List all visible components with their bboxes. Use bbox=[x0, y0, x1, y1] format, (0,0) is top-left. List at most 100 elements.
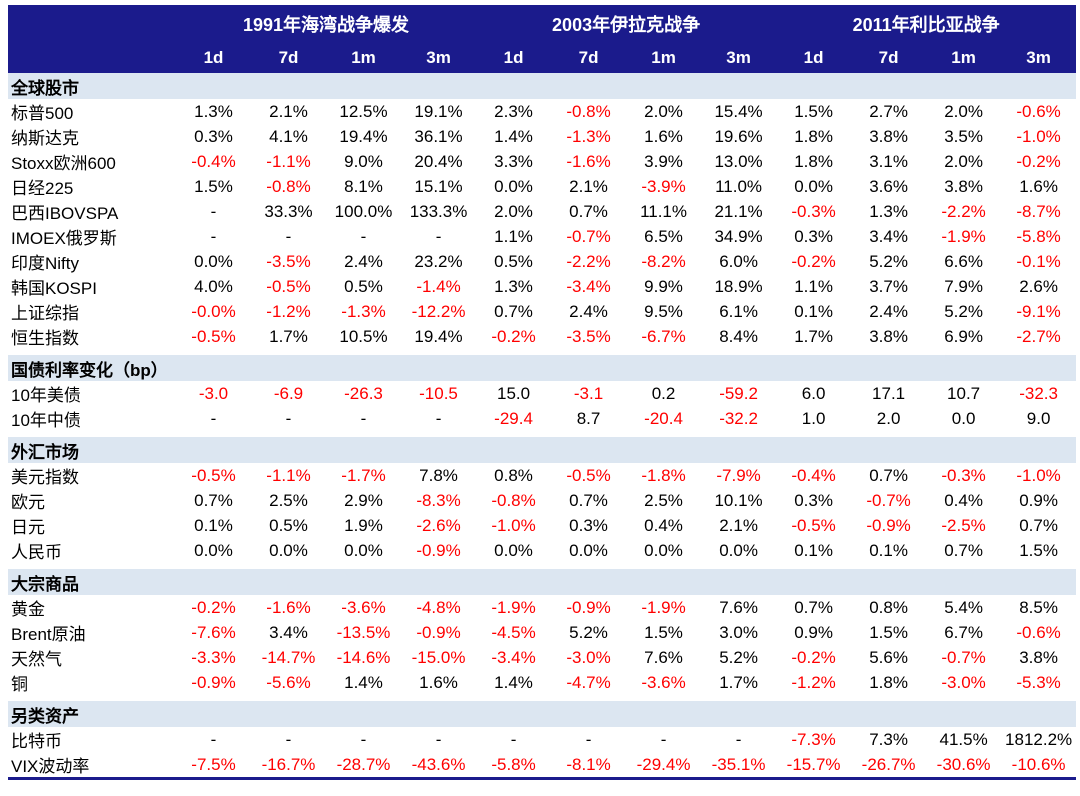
value-cell: -2.2% bbox=[566, 251, 611, 271]
value-cell: 0.7% bbox=[1019, 515, 1058, 535]
value-cell: 0.9% bbox=[1019, 490, 1058, 510]
value-cell: -5.3% bbox=[1016, 672, 1061, 692]
table-row: 10年美债 -3.0 -6.9 -26.3 -10.5 15.0 -3.1 0.2 -59.2 6… bbox=[8, 381, 1076, 406]
table-row: 标普500 1.3% 2.1% 12.5% 19.1% 2.3% -0.8% 2.0% 15.4… bbox=[8, 99, 1076, 124]
value-cell: -16.7% bbox=[261, 754, 316, 774]
value-cell: -0.2% bbox=[491, 326, 536, 346]
value-cell: -1.3% bbox=[341, 301, 386, 321]
value-cell: -0.9% bbox=[566, 597, 611, 617]
value-cell: 6.0 bbox=[801, 383, 826, 403]
row-label: 上证综指 bbox=[11, 304, 79, 323]
value-cell: -8.7% bbox=[1016, 201, 1061, 221]
table-row: VIX波动率 -7.5% -16.7% -28.7% -43.6% -5.8% -8.1% -… bbox=[8, 752, 1076, 779]
war-group-header: 1991年海湾战争爆发 bbox=[176, 5, 477, 42]
value-cell: 11.1% bbox=[640, 201, 688, 221]
value-cell: 2.1% bbox=[569, 176, 608, 196]
table-row: 欧元 0.7% 2.5% 2.9% -8.3% -0.8% 0.7% 2.5% 10.1% 0.3… bbox=[8, 488, 1076, 513]
value-cell: 0.0% bbox=[494, 176, 533, 196]
value-cell: -5.8% bbox=[1016, 226, 1061, 246]
row-label: 日经225 bbox=[11, 179, 74, 198]
row-label: 纳斯达克 bbox=[11, 129, 79, 148]
row-label: Brent原油 bbox=[11, 625, 86, 644]
value-cell: 0.1% bbox=[869, 540, 908, 560]
value-cell: 0.3% bbox=[794, 226, 833, 246]
value-cell: 5.6% bbox=[869, 647, 908, 667]
value-cell: -0.5% bbox=[191, 326, 236, 346]
value-cell: 0.0% bbox=[344, 540, 383, 560]
value-cell: 4.1% bbox=[269, 126, 308, 146]
row-label: 比特币 bbox=[11, 732, 62, 751]
value-cell: 2.0% bbox=[494, 201, 533, 221]
value-cell: - bbox=[285, 729, 292, 749]
value-cell: -7.9% bbox=[716, 465, 761, 485]
table-row: 日经225 1.5% -0.8% 8.1% 15.1% 0.0% 2.1% -3.9% 11.0… bbox=[8, 174, 1076, 199]
table-row: Brent原油 -7.6% 3.4% -13.5% -0.9% -4.5% 5.2% 1.5%… bbox=[8, 620, 1076, 645]
table-row: 上证综指 -0.0% -1.2% -1.3% -12.2% 0.7% 2.4% 9.5% 6.1… bbox=[8, 299, 1076, 324]
period-header: 3m bbox=[701, 42, 777, 73]
value-cell: 0.1% bbox=[794, 301, 833, 321]
row-label: 天然气 bbox=[11, 650, 62, 669]
value-cell: - bbox=[435, 408, 442, 428]
section-title: 全球股市 bbox=[8, 73, 1077, 99]
table-row: 黄金 -0.2% -1.6% -3.6% -4.8% -1.9% -0.9% -1.9% 7.6… bbox=[8, 595, 1076, 620]
value-cell: 2.0% bbox=[944, 151, 983, 171]
value-cell: -3.3% bbox=[191, 647, 236, 667]
section-title: 国债利率变化（bp） bbox=[8, 349, 1077, 381]
table-row: 巴西IBOVSPA - 33.3% 100.0% 133.3% 2.0% 0.7% 11.1%… bbox=[8, 199, 1076, 224]
value-cell: 1.1% bbox=[794, 276, 833, 296]
value-cell: -10.5 bbox=[419, 383, 458, 403]
value-cell: 17.1 bbox=[872, 383, 906, 403]
section-header-row: 全球股市 bbox=[8, 73, 1077, 99]
value-cell: 23.2% bbox=[414, 251, 463, 271]
value-cell: - bbox=[285, 408, 292, 428]
value-cell: 6.5% bbox=[644, 226, 683, 246]
value-cell: -0.5% bbox=[266, 276, 311, 296]
value-cell: -7.6% bbox=[191, 622, 236, 642]
table-row: 恒生指数 -0.5% 1.7% 10.5% 19.4% -0.2% -3.5% -6.7% 8.… bbox=[8, 324, 1076, 352]
value-cell: -1.9% bbox=[941, 226, 986, 246]
section-header-row: 另类资产 bbox=[8, 695, 1077, 727]
value-cell: 7.8% bbox=[419, 465, 458, 485]
value-cell: -3.1 bbox=[573, 383, 604, 403]
value-cell: 10.5% bbox=[339, 326, 388, 346]
value-cell: -1.8% bbox=[641, 465, 686, 485]
value-cell: 1.5% bbox=[1019, 540, 1058, 560]
value-cell: -1.0% bbox=[1016, 126, 1061, 146]
value-cell: 11.0% bbox=[715, 176, 763, 196]
value-cell: -1.3% bbox=[566, 126, 611, 146]
value-cell: -0.7% bbox=[941, 647, 986, 667]
value-cell: -0.9% bbox=[416, 622, 461, 642]
value-cell: -0.5% bbox=[791, 515, 836, 535]
value-cell: 7.6% bbox=[644, 647, 683, 667]
value-cell: -0.4% bbox=[191, 151, 236, 171]
value-cell: 7.9% bbox=[944, 276, 983, 296]
value-cell: -29.4% bbox=[636, 754, 691, 774]
value-cell: 6.6% bbox=[944, 251, 983, 271]
value-cell: 0.0 bbox=[951, 408, 976, 428]
value-cell: - bbox=[735, 729, 742, 749]
table-row: 纳斯达克 0.3% 4.1% 19.4% 36.1% 1.4% -1.3% 1.6% 19.6%… bbox=[8, 124, 1076, 149]
value-cell: 1.0 bbox=[801, 408, 826, 428]
value-cell: 41.5% bbox=[939, 729, 988, 749]
value-cell: - bbox=[585, 729, 592, 749]
value-cell: -0.9% bbox=[191, 672, 236, 692]
value-cell: 0.3% bbox=[194, 126, 233, 146]
table-row: 印度Nifty 0.0% -3.5% 2.4% 23.2% 0.5% -2.2% -8.2% 6… bbox=[8, 249, 1076, 274]
value-cell: -0.9% bbox=[416, 540, 461, 560]
value-cell: 6.1% bbox=[719, 301, 758, 321]
value-cell: 2.4% bbox=[569, 301, 608, 321]
value-cell: 2.1% bbox=[719, 515, 758, 535]
value-cell: 6.7% bbox=[944, 622, 983, 642]
value-cell: -5.6% bbox=[266, 672, 311, 692]
row-label: 10年中债 bbox=[11, 411, 81, 430]
value-cell: 1.5% bbox=[794, 101, 833, 121]
war-markets-table: 1991年海湾战争爆发 2003年伊拉克战争 2011年利比亚战争 1d 7d 1m 3m… bbox=[8, 5, 1077, 780]
value-cell: 19.4% bbox=[339, 126, 388, 146]
value-cell: 3.4% bbox=[869, 226, 908, 246]
value-cell: 2.6% bbox=[1019, 276, 1058, 296]
value-cell: -6.9 bbox=[273, 383, 304, 403]
row-label: Stoxx欧洲600 bbox=[11, 154, 116, 173]
value-cell: 1.8% bbox=[794, 151, 833, 171]
value-cell: -35.1% bbox=[711, 754, 766, 774]
value-cell: 0.4% bbox=[944, 490, 983, 510]
